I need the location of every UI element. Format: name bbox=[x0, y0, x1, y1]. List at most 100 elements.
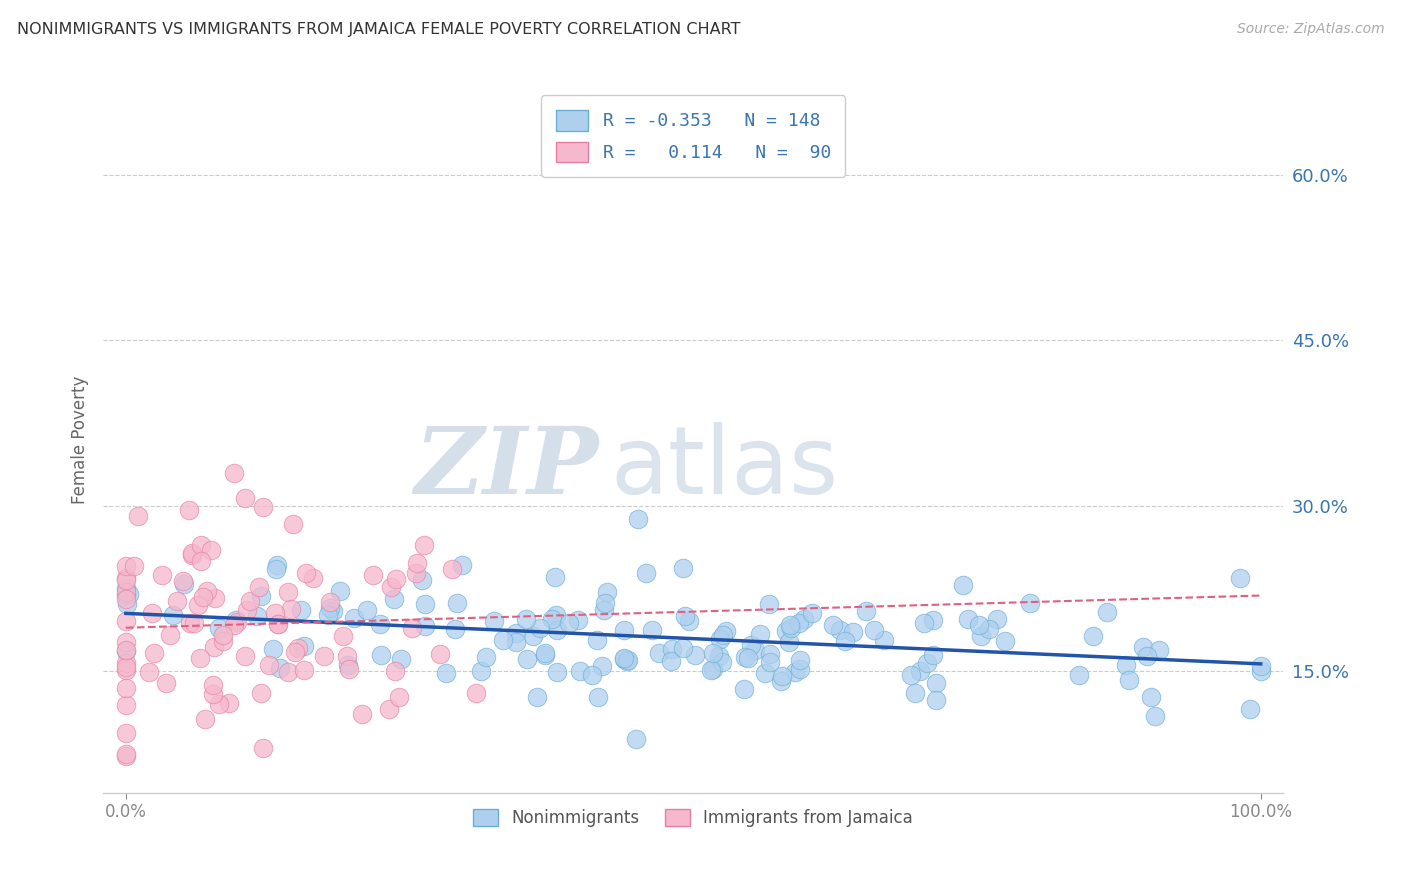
Point bbox=[842, 625, 865, 640]
Point bbox=[534, 648, 557, 662]
Point bbox=[613, 651, 636, 665]
Point bbox=[155, 676, 177, 690]
Point bbox=[235, 491, 257, 506]
Point bbox=[986, 612, 1008, 626]
Point bbox=[114, 582, 136, 596]
Point bbox=[740, 638, 762, 652]
Point bbox=[266, 616, 288, 631]
Point bbox=[613, 624, 636, 638]
Point bbox=[683, 648, 706, 662]
Point bbox=[197, 584, 219, 599]
Point bbox=[1147, 642, 1170, 657]
Point bbox=[673, 609, 696, 624]
Point bbox=[415, 597, 437, 611]
Point bbox=[183, 616, 205, 631]
Point bbox=[319, 595, 342, 609]
Point bbox=[758, 597, 780, 611]
Point bbox=[546, 623, 568, 637]
Point bbox=[828, 623, 851, 637]
Point bbox=[759, 647, 782, 661]
Text: atlas: atlas bbox=[610, 422, 839, 514]
Point bbox=[287, 641, 309, 656]
Point bbox=[208, 621, 231, 635]
Point bbox=[384, 572, 406, 586]
Point bbox=[389, 652, 412, 666]
Point bbox=[384, 665, 406, 679]
Point bbox=[250, 686, 273, 700]
Point bbox=[1239, 702, 1261, 716]
Point bbox=[443, 623, 465, 637]
Point bbox=[904, 686, 927, 700]
Point bbox=[591, 658, 613, 673]
Point bbox=[363, 568, 385, 582]
Point bbox=[855, 604, 877, 618]
Point bbox=[114, 614, 136, 628]
Point bbox=[319, 600, 342, 615]
Point bbox=[264, 606, 287, 620]
Point bbox=[114, 585, 136, 599]
Point bbox=[190, 537, 212, 551]
Point bbox=[529, 621, 551, 635]
Point bbox=[384, 591, 406, 606]
Point bbox=[190, 554, 212, 568]
Point bbox=[177, 503, 200, 517]
Point bbox=[707, 648, 730, 663]
Point bbox=[451, 558, 474, 573]
Point bbox=[793, 612, 815, 626]
Point bbox=[700, 663, 723, 677]
Point bbox=[568, 665, 591, 679]
Text: ZIP: ZIP bbox=[415, 423, 599, 513]
Point bbox=[505, 626, 527, 640]
Point bbox=[336, 649, 359, 664]
Point bbox=[734, 650, 756, 665]
Point bbox=[280, 602, 302, 616]
Point bbox=[780, 621, 803, 635]
Point bbox=[114, 643, 136, 657]
Point bbox=[277, 585, 299, 599]
Point bbox=[441, 562, 464, 576]
Point bbox=[710, 655, 733, 669]
Point bbox=[114, 663, 136, 677]
Point bbox=[661, 642, 683, 657]
Point bbox=[711, 628, 734, 642]
Point bbox=[627, 512, 650, 526]
Point bbox=[801, 606, 824, 620]
Point bbox=[821, 618, 844, 632]
Point bbox=[544, 570, 567, 584]
Point bbox=[617, 653, 640, 667]
Point bbox=[114, 747, 136, 761]
Point bbox=[581, 668, 603, 682]
Point bbox=[754, 666, 776, 681]
Point bbox=[337, 658, 360, 673]
Text: Source: ZipAtlas.com: Source: ZipAtlas.com bbox=[1237, 22, 1385, 37]
Point bbox=[585, 633, 607, 648]
Point bbox=[541, 612, 564, 626]
Point bbox=[1250, 664, 1272, 678]
Point bbox=[337, 662, 360, 676]
Point bbox=[533, 646, 555, 660]
Point bbox=[181, 546, 204, 560]
Point bbox=[733, 682, 755, 697]
Point bbox=[626, 731, 648, 746]
Point bbox=[787, 616, 810, 631]
Point bbox=[200, 543, 222, 558]
Point bbox=[377, 702, 399, 716]
Point bbox=[789, 652, 811, 666]
Point bbox=[1095, 605, 1118, 619]
Point bbox=[302, 571, 325, 585]
Point bbox=[413, 538, 436, 552]
Point bbox=[162, 607, 184, 622]
Point bbox=[264, 562, 287, 576]
Point bbox=[779, 617, 801, 632]
Point bbox=[269, 661, 291, 675]
Point bbox=[212, 628, 235, 642]
Point bbox=[179, 616, 201, 631]
Point bbox=[142, 646, 165, 660]
Point bbox=[114, 573, 136, 587]
Point bbox=[247, 580, 270, 594]
Point bbox=[912, 616, 935, 631]
Point bbox=[648, 646, 671, 660]
Point bbox=[956, 611, 979, 625]
Point bbox=[544, 607, 567, 622]
Point bbox=[218, 696, 240, 710]
